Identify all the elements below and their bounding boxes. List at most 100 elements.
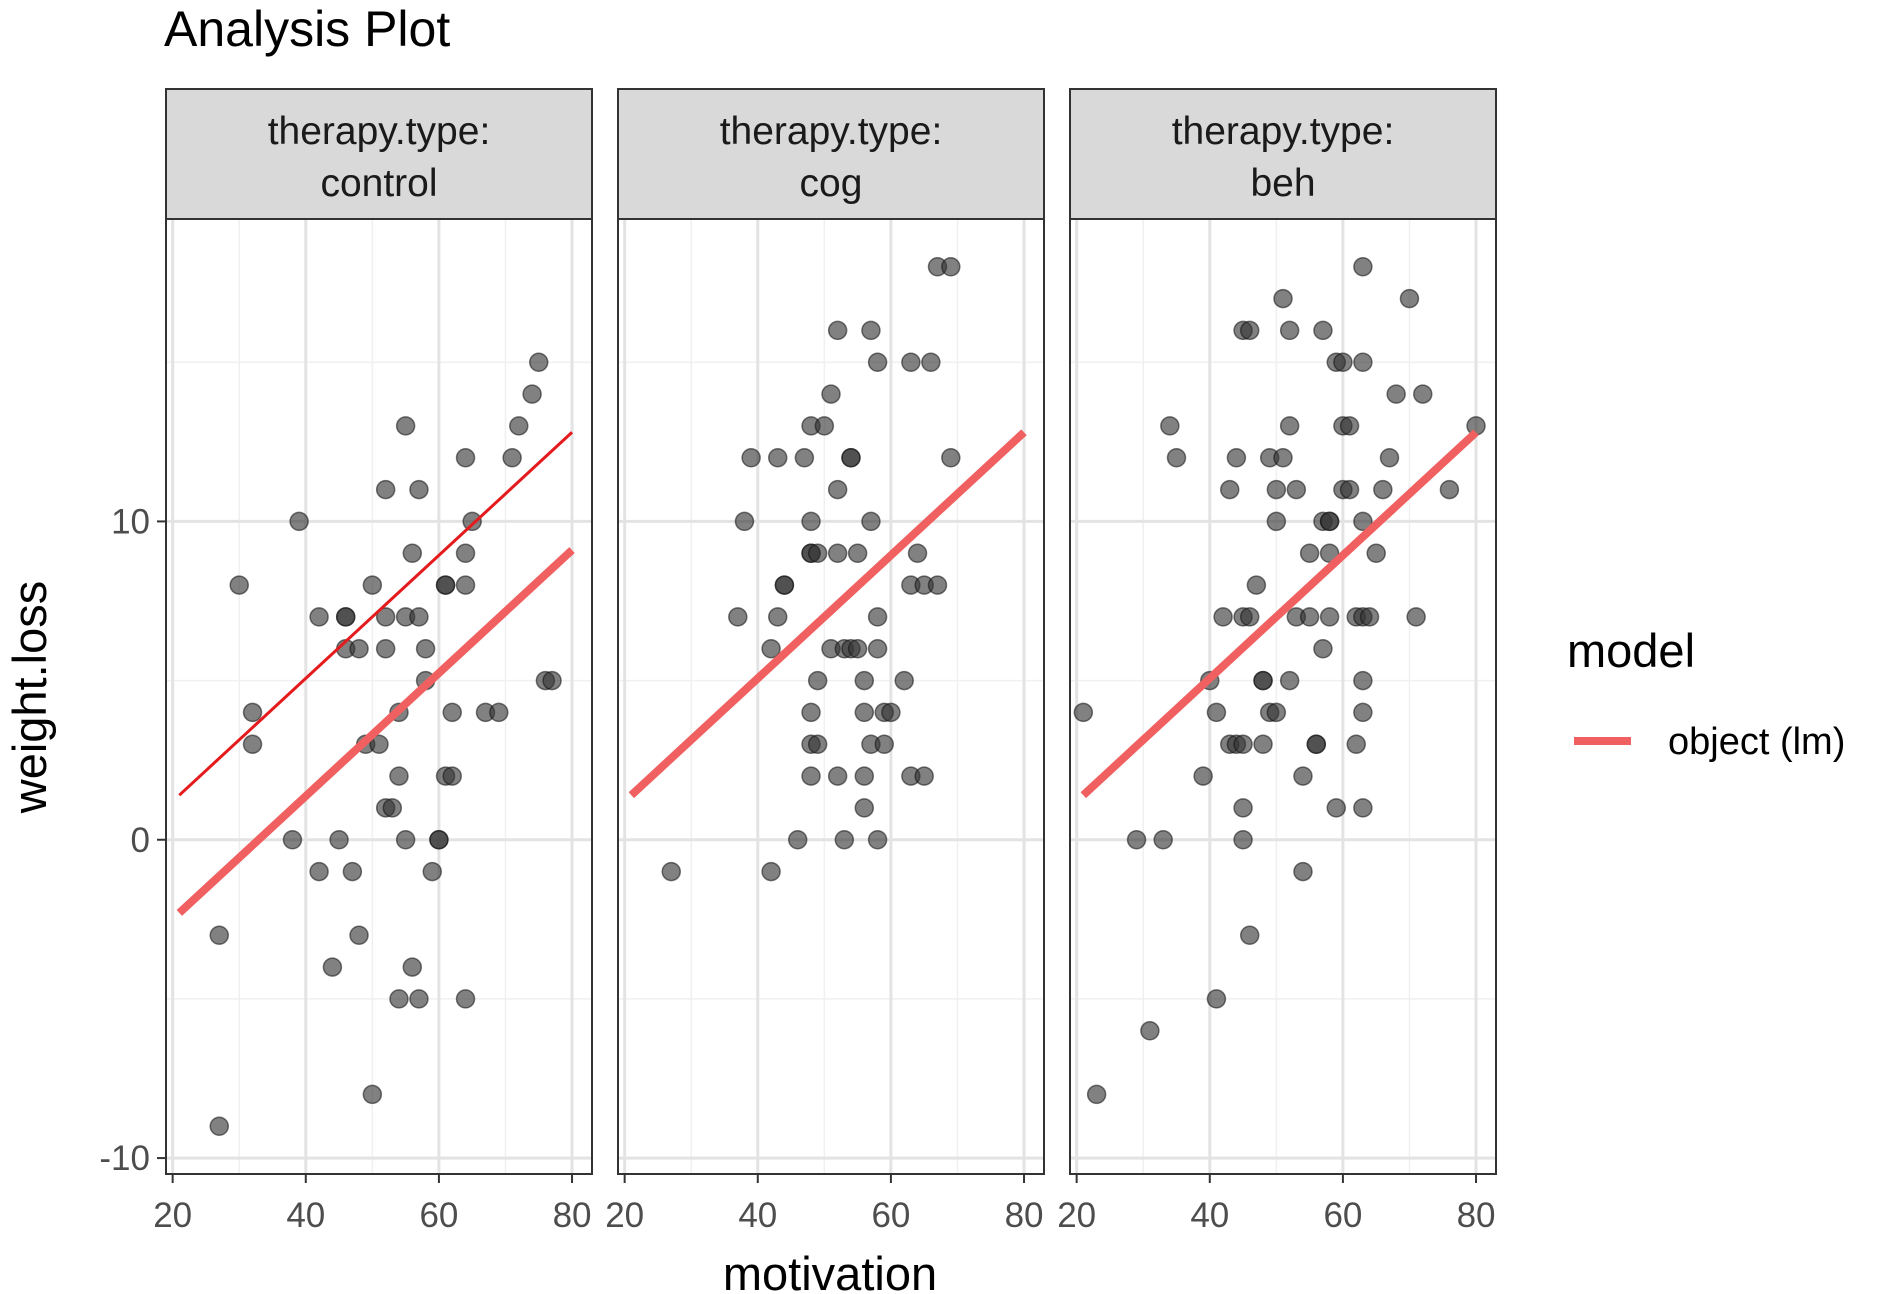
data-point (1160, 416, 1180, 436)
data-point (734, 511, 755, 532)
data-point (827, 543, 848, 563)
data-point (874, 734, 894, 754)
data-point (768, 448, 788, 468)
facet-strip-value: beh (1250, 162, 1315, 205)
data-point (914, 766, 934, 786)
data-point (1153, 830, 1173, 850)
data-point (1299, 607, 1320, 627)
data-point (787, 830, 808, 850)
data-point (1319, 511, 1340, 532)
data-point (402, 957, 423, 977)
data-point (907, 543, 928, 563)
data-point (1206, 989, 1227, 1009)
x-tick-label: 60 (419, 1196, 458, 1235)
data-point (901, 352, 921, 372)
data-point (1379, 448, 1400, 468)
panel-border (617, 218, 1045, 1175)
data-point (861, 320, 881, 341)
data-point (1239, 320, 1260, 341)
data-point (455, 543, 476, 563)
model-line-object-lm (1080, 429, 1479, 799)
data-point (761, 639, 781, 659)
points-control (209, 352, 562, 1136)
data-point (382, 798, 403, 818)
gridlines (166, 219, 592, 1174)
data-point (827, 479, 848, 500)
data-point (1326, 798, 1346, 818)
data-point (1339, 416, 1360, 436)
facet-strip-value: cog (800, 162, 863, 205)
data-point (309, 861, 329, 882)
x-tick-label: 80 (553, 1196, 592, 1235)
data-point (1233, 830, 1253, 850)
facet-strip-value: control (320, 162, 437, 205)
y-tick-label: 10 (111, 502, 150, 541)
data-point (1273, 448, 1293, 468)
model-line-object-lm (628, 429, 1027, 799)
data-point (402, 543, 423, 563)
legend-label-object-lm: object (lm) (1668, 721, 1845, 763)
data-point (941, 257, 961, 277)
data-point (375, 639, 396, 659)
facet-panel-control: therapy.type: control 20 40 60 80 (153, 88, 593, 1235)
data-point (1253, 734, 1273, 754)
data-point (1319, 607, 1340, 627)
data-point (1279, 416, 1300, 436)
legend: model object (lm) (1567, 624, 1845, 763)
data-point (342, 861, 363, 882)
data-point (768, 607, 788, 627)
data-point (362, 575, 383, 595)
data-point (369, 734, 389, 754)
data-point (289, 511, 309, 532)
data-point (442, 766, 462, 786)
data-point (1073, 702, 1094, 723)
data-point (794, 448, 815, 468)
x-tick-label: 40 (1190, 1196, 1229, 1235)
data-point (455, 989, 476, 1009)
facet-panel-cog: therapy.type: cog 20 40 60 80 (605, 88, 1045, 1235)
data-point (1353, 257, 1373, 277)
data-point (854, 702, 875, 723)
data-point (242, 702, 263, 723)
data-point (1233, 798, 1253, 818)
data-point (409, 479, 429, 500)
x-tick-label: 20 (605, 1196, 644, 1235)
data-point (921, 352, 941, 372)
x-axis-beh: 20 40 60 80 (1057, 1174, 1496, 1235)
data-point (409, 989, 429, 1009)
data-point (1333, 352, 1353, 372)
data-point (242, 734, 263, 754)
data-point (741, 448, 761, 468)
data-point (728, 607, 748, 627)
data-point (801, 511, 821, 532)
data-point (1439, 479, 1460, 500)
data-point (801, 702, 821, 723)
x-axis-cog: 20 40 60 80 (605, 1174, 1044, 1235)
data-point (1353, 670, 1373, 691)
data-point (389, 989, 409, 1009)
data-point (854, 670, 875, 691)
data-point (349, 639, 369, 659)
data-point (1126, 830, 1147, 850)
data-point (1233, 734, 1253, 754)
data-point (1366, 543, 1386, 563)
data-point (867, 352, 888, 372)
data-point (522, 384, 542, 404)
facet-panel-beh: therapy.type: beh 20 40 60 80 (1057, 88, 1497, 1235)
x-tick-label: 60 (1323, 1196, 1362, 1235)
x-tick-label: 20 (153, 1196, 192, 1235)
data-point (1140, 1021, 1160, 1041)
data-point (807, 670, 828, 691)
x-tick-label: 20 (1057, 1196, 1096, 1235)
facet-strip-prefix: therapy.type: (1172, 110, 1395, 153)
x-tick-label: 60 (871, 1196, 910, 1235)
data-point (509, 416, 529, 436)
data-point (529, 352, 549, 372)
model-line-object-lm (176, 547, 575, 916)
data-point (1406, 607, 1426, 627)
data-point (1193, 766, 1213, 786)
data-point (1293, 861, 1313, 882)
data-point (349, 925, 369, 945)
